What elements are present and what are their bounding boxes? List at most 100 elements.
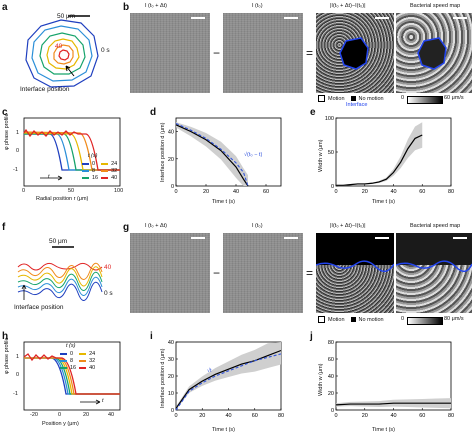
- panel-i-fit-label: √t: [207, 368, 212, 374]
- y-tick-label: 40: [168, 130, 174, 136]
- scale-bar: [191, 237, 205, 239]
- panel-h-legend: 0 24 8 32 16 40: [60, 351, 95, 371]
- legend-nomotion: No motion: [358, 316, 384, 323]
- panel-c-axes: [23, 117, 121, 187]
- panel-h-xtick-40: 40: [108, 412, 115, 418]
- panel-h-xtick-20: 20: [83, 412, 90, 418]
- panel-f-scale-label: 50 μm: [49, 238, 68, 245]
- panel-g-speed-map: [396, 233, 472, 313]
- panel-i-ylabel: Interface position d (μm): [160, 348, 166, 408]
- panel-h-ylabel: φ phase profile: [4, 337, 10, 374]
- legend-item: 40: [111, 175, 118, 181]
- panel-e-label: e: [310, 107, 316, 118]
- legend-item: 16: [92, 175, 99, 181]
- axes-frame: [175, 117, 282, 187]
- legend-interface: Interface: [346, 102, 368, 108]
- panel-b-img3-title: |I(t₀ + Δt)−I(t₀)|: [330, 3, 366, 9]
- error-band: [176, 342, 281, 410]
- legend-item: 8: [92, 168, 96, 174]
- panel-i-label: i: [150, 331, 153, 342]
- legend-swatch: [60, 353, 67, 355]
- panel-g-img2-title: I (t₀): [252, 223, 263, 229]
- legend-item: 32: [89, 358, 96, 364]
- panel-e-xlabel: Time t (s): [372, 199, 396, 205]
- legend-swatch: [79, 353, 87, 355]
- panel-g-image-2: [223, 233, 303, 313]
- panel-b-img2-title: I (t₀): [252, 3, 263, 9]
- x-tick-label: 60: [263, 189, 269, 195]
- panel-c-ylabel: φ phase profile: [4, 113, 10, 150]
- panel-g-minus: −: [213, 266, 221, 280]
- panel-g-img4-title: Bacterial speed map: [410, 223, 461, 229]
- panel-f-lines: [17, 246, 103, 301]
- panel-b-interface-overlay: [339, 37, 369, 70]
- panel-d-fit-label: √(t₀ − t): [244, 152, 263, 158]
- x-tick-label: 40: [390, 189, 396, 195]
- panel-c-xtick-0: 0: [22, 188, 26, 194]
- panel-c-xtick-50: 50: [68, 188, 75, 194]
- panel-b-equals: =: [306, 46, 314, 60]
- legend-item: 8: [70, 358, 74, 364]
- panel-j-ylabel: Width w (μm): [318, 363, 324, 396]
- panel-d-label: d: [150, 107, 157, 118]
- y-tick-label: 50: [328, 150, 334, 156]
- y-tick-label: 100: [325, 116, 334, 122]
- panel-c-plot: [23, 117, 121, 187]
- panel-j-label: j: [310, 331, 313, 342]
- panel-c-ytick-1: 1: [16, 130, 20, 136]
- legend-motion: Motion: [328, 95, 345, 102]
- legend-swatch: [101, 170, 109, 172]
- legend-swatch: [82, 170, 89, 172]
- legend-swatch: [101, 177, 109, 179]
- scale-bar: [453, 17, 467, 19]
- x-tick-label: 0: [334, 413, 337, 419]
- scale-bar: [375, 17, 389, 19]
- panel-b-minus: −: [213, 46, 221, 60]
- data-line: [335, 402, 451, 406]
- panel-h-legend-title: t (s): [66, 343, 76, 349]
- x-tick-label: 20: [362, 189, 368, 195]
- scale-bar: [284, 17, 298, 19]
- panel-a-caption: Interface position: [20, 86, 70, 93]
- legend-swatch: [82, 163, 89, 165]
- y-tick-label: 60: [328, 357, 334, 363]
- legend-swatch: [101, 163, 109, 165]
- motion-swatch: [318, 316, 325, 323]
- x-tick-label: 40: [225, 413, 231, 419]
- x-tick-label: 60: [419, 189, 425, 195]
- panel-a-time-label-40: 40: [55, 43, 63, 50]
- panel-h-ytick-1: 1: [16, 354, 20, 360]
- colorbar-min: 0: [401, 316, 405, 322]
- panel-g-img3-title: |I(t₀ + Δt)−I(t₀)|: [330, 223, 366, 229]
- legend-item: 32: [111, 168, 118, 174]
- panel-g-equals: =: [306, 266, 314, 280]
- panel-j-plot: 0 20 40 60 80 0 20 40 60 80: [328, 340, 454, 419]
- panel-h-xtick-neg20: -20: [30, 412, 38, 418]
- panel-b-image-2: [223, 13, 303, 93]
- y-tick-label: 20: [328, 391, 334, 397]
- panel-g-label: g: [123, 222, 130, 233]
- panel-e-ylabel: Width w (μm): [318, 139, 324, 172]
- panel-a-scale-label: 50 μm: [57, 13, 76, 20]
- panel-c-ytick-0: 0: [16, 148, 20, 154]
- x-tick-label: 0: [334, 189, 337, 195]
- y-tick-label: 20: [168, 374, 174, 380]
- panel-b-colorbar: [407, 96, 443, 104]
- panel-b-label: b: [123, 2, 130, 13]
- panel-h-axes: [23, 341, 121, 411]
- error-band: [176, 122, 248, 186]
- legend-swatch: [60, 360, 67, 362]
- nomotion-swatch: [350, 96, 356, 101]
- error-band: [336, 122, 423, 186]
- panel-c-xlabel: Radial position r (μm): [36, 196, 89, 202]
- x-tick-label: 0: [174, 189, 177, 195]
- x-tick-label: 80: [278, 413, 284, 419]
- x-tick-label: 0: [174, 413, 177, 419]
- y-tick-label: 0: [171, 408, 174, 414]
- panel-c-label: c: [2, 107, 8, 118]
- panel-f-time-label-40: 40: [104, 264, 112, 271]
- legend-swatch: [60, 367, 67, 369]
- legend-item: 16: [70, 365, 77, 371]
- x-tick-label: 40: [390, 413, 396, 419]
- x-tick-label: 20: [362, 413, 368, 419]
